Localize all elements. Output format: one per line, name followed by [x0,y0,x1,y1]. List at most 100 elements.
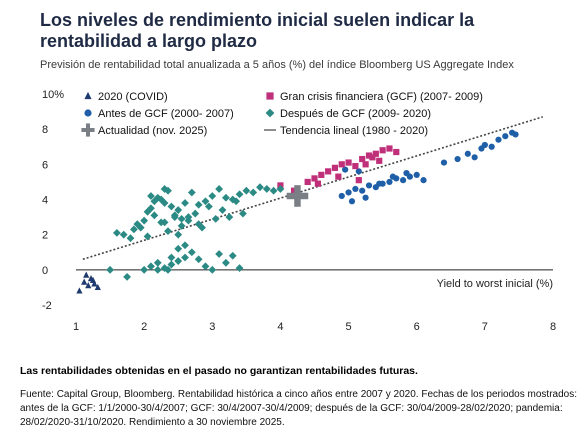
post-point [167,260,176,269]
post-point [133,220,142,229]
post-point [232,197,241,206]
series-post [106,183,285,281]
y-tick-label: 4 [42,195,48,207]
legend-marker-triangle [84,91,92,100]
post-point [130,225,138,234]
pre-point [464,150,471,157]
x-tick-label: 5 [346,321,352,333]
post-point [218,206,227,214]
pre-point [481,141,488,149]
legend-marker-square [266,92,274,100]
post-point [269,186,278,195]
y-tick-label: 6 [42,159,48,171]
post-point [167,202,176,211]
scatter-chart: 10% 8 6 4 2 0 -2 1 2 3 4 5 6 7 8 Yield to worst inicial… [42,89,556,333]
legend-label: Tendencia lineal (1980 - 2020) [280,125,428,137]
trend-line-layer [82,116,544,261]
pre-point [420,177,427,184]
legend-item-current: Actualidad (nov. 2025) [81,123,207,137]
gfc-point [359,155,366,163]
post-point [160,199,169,207]
post-point [174,244,183,253]
post-point [140,216,149,225]
gfc-point [372,150,379,157]
post-point [235,190,244,199]
post-point [147,204,155,213]
post-point [194,200,203,209]
post-point [150,211,159,220]
post-point [194,255,203,264]
post-point [201,197,210,206]
gfc-point [314,180,322,187]
x-tick-label: 1 [73,321,79,333]
legend-label: Antes de GCF (2000- 2007) [98,108,234,120]
post-point [126,234,135,243]
gfc-point [355,177,362,184]
y-tick-label: 10% [42,89,64,101]
axis-layer: 10% 8 6 4 2 0 -2 1 2 3 4 5 6 7 8 Yield to worst inicial… [42,89,556,333]
post-point [174,206,183,214]
gfc-point [338,161,345,168]
gfc-point [331,164,339,171]
chart-title: Los niveles de rendimiento inicial suele… [40,10,475,51]
gfc-point [345,159,352,166]
chart-subtitle: Previsión de rentabilidad total anualiza… [40,59,514,71]
pre-point [359,187,366,194]
series-current [286,185,309,207]
pre-point [338,192,345,200]
post-point [177,214,186,223]
post-point [164,227,172,236]
post-point [164,186,172,195]
covid-point [83,271,90,278]
covid-point [94,283,101,291]
x-tick-label: 8 [550,321,556,333]
gfc-point [318,171,325,178]
post-point [208,192,217,200]
post-point [143,232,152,241]
post-point [181,253,189,262]
post-point [204,202,213,211]
post-point [177,221,186,230]
post-point [215,185,223,193]
x-tick-label: 3 [209,321,215,333]
gfc-point [325,168,332,175]
gfc-point [376,157,383,164]
legend-item-covid: 2020 (COVID) [84,91,168,103]
y-tick-label: 0 [42,265,48,277]
post-point [235,264,244,272]
post-point [249,188,258,197]
y-tick-label: -2 [42,300,52,312]
post-point [174,230,183,239]
post-point [112,229,121,237]
legend-marker-diamond [265,108,275,118]
post-point [194,220,203,229]
post-point [153,258,162,267]
y-tick-label: 2 [42,230,48,242]
post-point [119,230,128,239]
post-point [147,192,155,200]
post-point [153,193,162,202]
pre-point [362,194,369,201]
legend-label: Actualidad (nov. 2025) [98,125,207,137]
post-point [136,223,145,232]
covid-point [85,282,92,289]
pre-point [471,154,478,161]
pre-point [352,185,359,193]
x-tick-label: 2 [141,321,147,333]
post-point [160,185,169,193]
post-point [160,218,169,227]
gfc-point [393,148,400,156]
gfc-point [379,147,386,154]
post-point [106,265,114,274]
series-gfc [277,145,400,194]
pre-point [355,168,362,175]
pre-point [454,155,461,163]
points-layer [76,129,519,294]
post-point [123,272,132,281]
post-point [228,251,237,260]
post-point [181,199,189,207]
pre-point [413,171,420,178]
legend-marker-plus [81,123,95,137]
post-point [201,262,210,271]
pre-point [495,136,502,143]
